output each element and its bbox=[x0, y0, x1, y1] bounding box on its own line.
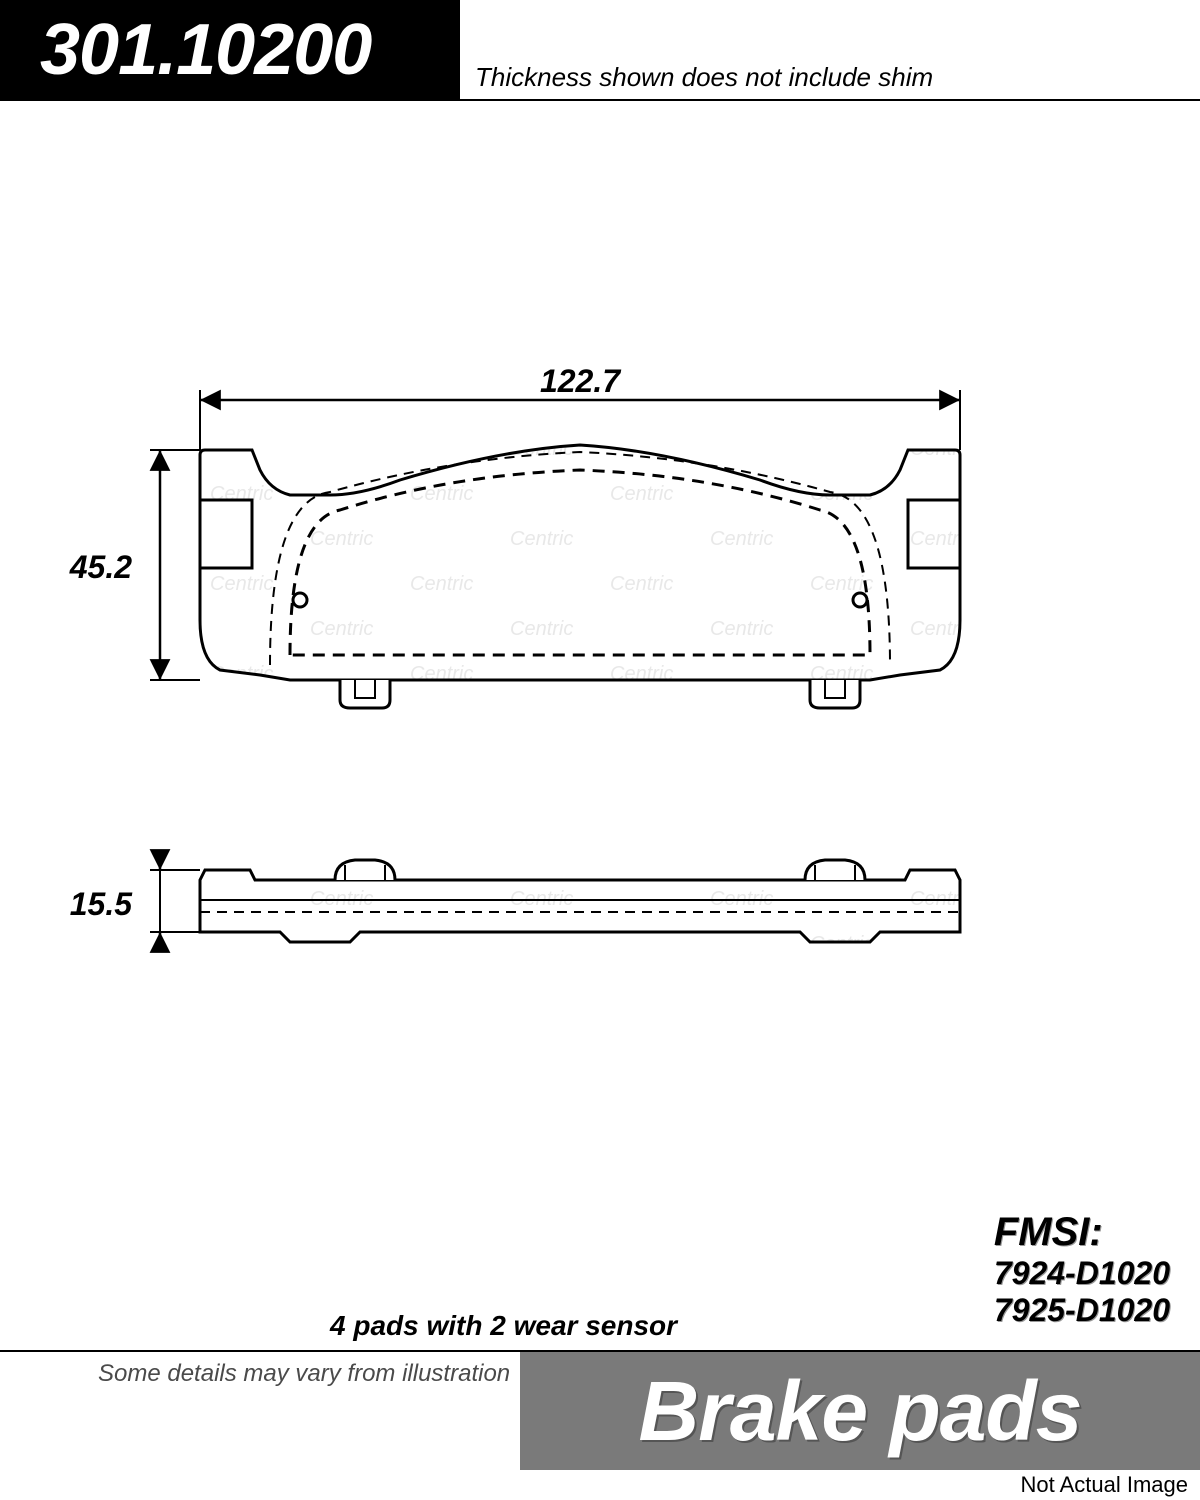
thickness-note: Thickness shown does not include shim bbox=[475, 62, 933, 93]
not-actual-note: Not Actual Image bbox=[1020, 1472, 1188, 1498]
dimension-width-label: 122.7 bbox=[540, 363, 622, 399]
wear-sensor-tab-right bbox=[810, 680, 860, 708]
dimension-width: 122.7 bbox=[200, 363, 960, 450]
fmsi-label: FMSI: bbox=[994, 1210, 1170, 1255]
wear-sensor-tab-left bbox=[340, 680, 390, 708]
side-view bbox=[200, 860, 960, 942]
fmsi-code-1: 7925-D1020 bbox=[994, 1292, 1170, 1329]
rivet-hole-right bbox=[853, 593, 867, 607]
dimension-height: 45.2 bbox=[69, 450, 200, 680]
footer-bar: Brake pads bbox=[520, 1352, 1200, 1470]
fmsi-code-0: 7924-D1020 bbox=[994, 1255, 1170, 1292]
rivet-hole-left bbox=[293, 593, 307, 607]
dimension-thickness-label: 15.5 bbox=[70, 886, 133, 922]
clip-left bbox=[335, 860, 395, 880]
disclaimer: Some details may vary from illustration bbox=[98, 1360, 510, 1388]
dimension-thickness: 15.5 bbox=[70, 850, 200, 952]
technical-diagram: Centric Centric 122.7 bbox=[0, 100, 1200, 1300]
pads-note: 4 pads with 2 wear sensor bbox=[330, 1310, 677, 1342]
front-view bbox=[200, 445, 960, 708]
dimension-height-label: 45.2 bbox=[69, 549, 132, 585]
backing-plate-outline bbox=[200, 445, 960, 680]
fmsi-block: FMSI: 7924-D1020 7925-D1020 bbox=[994, 1210, 1170, 1329]
product-label: Brake pads bbox=[639, 1363, 1082, 1460]
header-bar: 301.10200 bbox=[0, 0, 460, 100]
part-number: 301.10200 bbox=[40, 9, 371, 91]
clip-right bbox=[805, 860, 865, 880]
